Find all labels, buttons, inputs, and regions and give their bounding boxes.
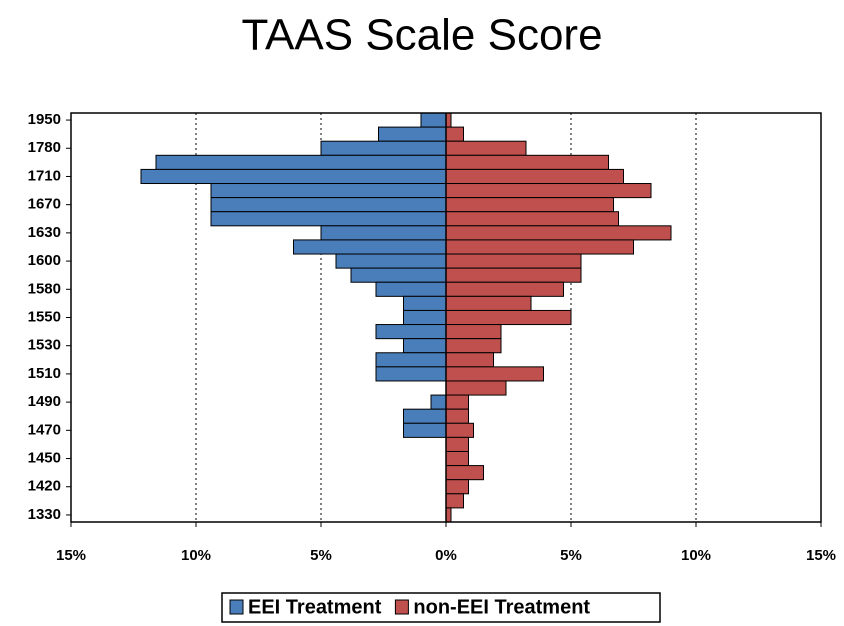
bar — [445, 239, 634, 255]
bar — [445, 253, 582, 269]
legend-label: non-EEI Treatment — [413, 596, 590, 618]
bar — [403, 295, 447, 311]
bar — [403, 408, 447, 424]
bar — [210, 197, 447, 213]
bar — [350, 267, 447, 283]
legend-label: EEI Treatment — [248, 596, 382, 618]
bar — [445, 338, 502, 354]
bar — [320, 140, 447, 156]
y-tick-label: 1420 — [28, 478, 61, 495]
bar — [445, 479, 469, 495]
x-tick-label: 10% — [181, 547, 211, 564]
bar — [403, 309, 447, 326]
bar — [445, 366, 544, 382]
y-tick-label: 1330 — [28, 506, 61, 523]
bar — [445, 281, 564, 297]
y-tick-label: 1470 — [28, 421, 61, 438]
bar — [375, 281, 447, 297]
x-tick-label: 0% — [435, 547, 457, 564]
bar — [335, 253, 447, 269]
bar — [210, 183, 447, 199]
y-tick-label: 1580 — [28, 280, 61, 297]
y-tick-label: 1600 — [28, 252, 61, 269]
legend-swatch — [229, 599, 244, 615]
x-tick-label: 15% — [806, 547, 836, 564]
x-tick-label: 5% — [560, 547, 582, 564]
x-tick-label: 10% — [681, 547, 711, 564]
x-tick-label: 5% — [310, 547, 332, 564]
y-tick-label: 1780 — [28, 139, 61, 156]
bar — [445, 267, 582, 283]
bar — [445, 309, 572, 326]
bar — [445, 352, 494, 368]
chart-title: TAAS Scale Score — [241, 11, 602, 60]
y-tick-label: 1670 — [28, 196, 61, 213]
x-tick-label: 15% — [56, 547, 86, 564]
bar — [403, 422, 447, 438]
y-tick-label: 1630 — [28, 224, 61, 241]
y-tick-label: 1950 — [28, 111, 61, 128]
y-tick-label: 1450 — [28, 450, 61, 467]
bar — [445, 211, 619, 227]
bar — [445, 154, 609, 170]
bar — [445, 436, 469, 452]
bar — [403, 338, 447, 354]
bar — [445, 394, 469, 410]
bar — [445, 422, 474, 438]
y-tick-label: 1530 — [28, 337, 61, 354]
bar — [375, 324, 447, 340]
y-tick-label: 1510 — [28, 365, 61, 382]
bar — [445, 140, 527, 156]
bar — [445, 183, 652, 199]
bar — [140, 168, 447, 185]
bar — [445, 126, 464, 142]
bar — [445, 408, 469, 424]
bar — [445, 450, 469, 467]
bar — [445, 168, 624, 185]
y-tick-label: 1550 — [28, 308, 61, 325]
bar — [420, 112, 447, 128]
bar — [445, 465, 484, 481]
bar — [320, 225, 447, 241]
bar — [430, 394, 447, 410]
bar — [375, 366, 447, 382]
bar — [155, 154, 447, 170]
bar — [445, 380, 507, 396]
bar — [293, 239, 447, 255]
legend — [221, 592, 661, 623]
legend-swatch — [394, 599, 409, 615]
bar — [445, 493, 464, 509]
bar — [445, 225, 672, 241]
y-tick-label: 1710 — [28, 167, 61, 184]
bar — [445, 324, 502, 340]
bar — [378, 126, 447, 142]
y-tick-label: 1490 — [28, 393, 61, 410]
bar — [445, 295, 532, 311]
bar — [375, 352, 447, 368]
bar — [210, 211, 447, 227]
bar — [445, 197, 614, 213]
